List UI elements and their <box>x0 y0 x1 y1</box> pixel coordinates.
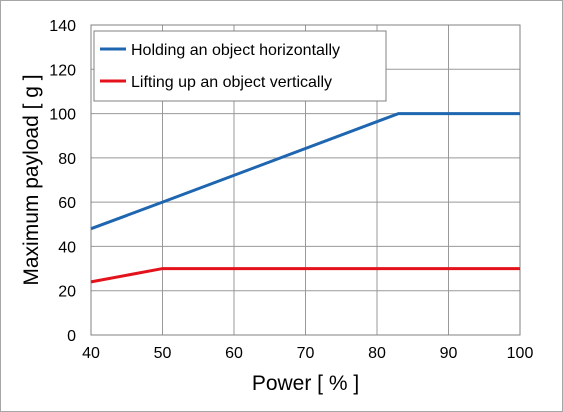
series-line-lifting <box>90 267 520 284</box>
y-axis-title: Maximum payload [ g ] <box>20 74 43 285</box>
y-tick-label: 40 <box>58 239 76 256</box>
plot-area-border <box>90 24 521 336</box>
y-tick-label: 60 <box>58 195 76 212</box>
y-tick-label: 140 <box>49 18 76 35</box>
y-tick-labels: 0 20 40 60 80 100 120 140 <box>49 18 76 345</box>
x-tick-label: 90 <box>440 345 458 362</box>
x-tick-label: 80 <box>368 345 386 362</box>
legend-box <box>93 30 387 102</box>
x-tick-label: 50 <box>154 345 172 362</box>
x-tick-label: 40 <box>82 345 100 362</box>
y-tick-label: 100 <box>49 107 76 124</box>
x-tick-label: 70 <box>297 345 315 362</box>
x-tick-label: 100 <box>507 345 534 362</box>
legend-label-lifting: Lifting up an object vertically <box>131 74 332 91</box>
y-tick-label: 80 <box>58 151 76 168</box>
series-layer <box>90 112 520 284</box>
y-tick-label: 120 <box>49 62 76 79</box>
y-tick-label: 0 <box>67 328 76 345</box>
legend: Holding an object horizontally Lifting u… <box>93 30 387 102</box>
series-line-holding <box>90 112 520 231</box>
y-tick-label: 20 <box>58 284 76 301</box>
x-tick-label: 60 <box>225 345 243 362</box>
x-tick-labels: 40 50 60 70 80 90 100 <box>82 345 533 362</box>
legend-label-holding: Holding an object horizontally <box>131 42 340 59</box>
x-axis-title: Power [ % ] <box>252 372 359 395</box>
